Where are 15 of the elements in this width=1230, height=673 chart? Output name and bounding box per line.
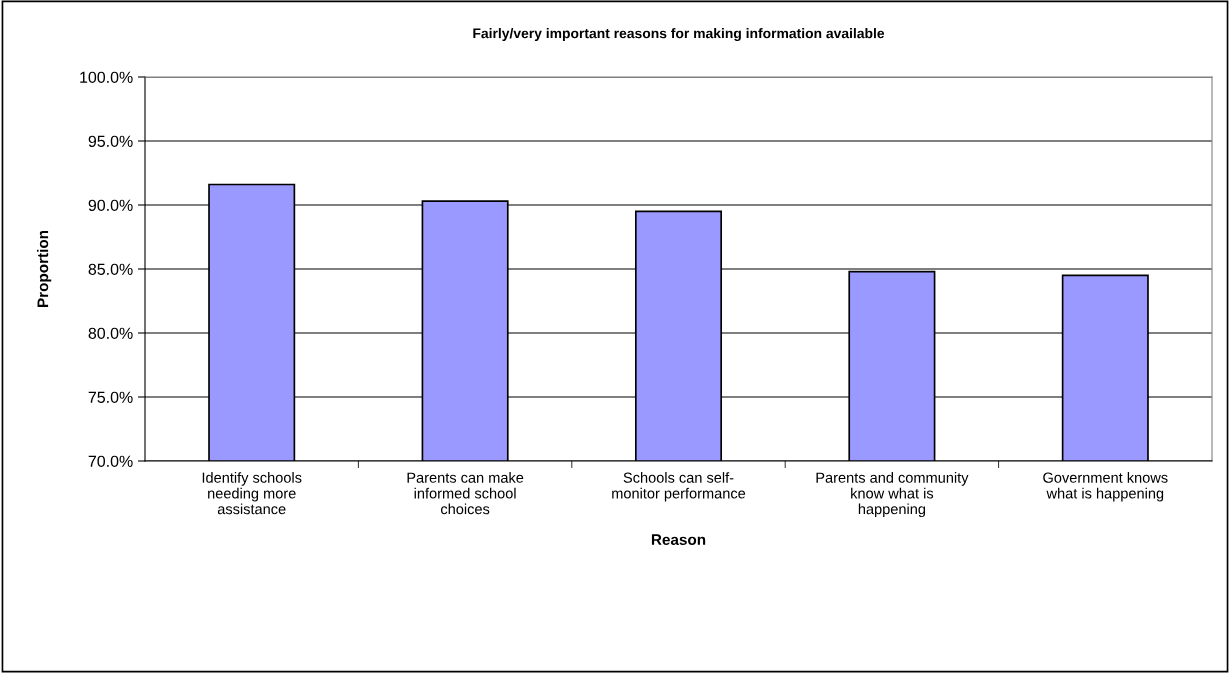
chart-title: Fairly/very important reasons for making information available xyxy=(473,28,885,42)
x-axis-title: Reason xyxy=(651,534,706,546)
y-tick-label: 80.0% xyxy=(88,327,133,339)
y-tick-label: 70.0% xyxy=(88,455,133,467)
x-tick-label: Identify schools needing more assistance xyxy=(202,472,302,515)
y-tick-label: 95.0% xyxy=(88,135,133,147)
x-tick-label: Parents and community know what is happening xyxy=(816,472,969,518)
x-tick-label: Schools can self- monitor performance xyxy=(612,472,746,502)
x-tick-label: Parents can make informed school choices xyxy=(407,472,524,515)
y-tick-label: 85.0% xyxy=(88,263,133,275)
y-axis-title: Proportion xyxy=(37,230,52,308)
y-tick-label: 75.0% xyxy=(88,391,133,403)
x-tick-label: Government knows what is happening xyxy=(1043,472,1168,502)
y-tick-label: 90.0% xyxy=(88,199,133,211)
y-tick-label: 100.0% xyxy=(80,71,133,83)
